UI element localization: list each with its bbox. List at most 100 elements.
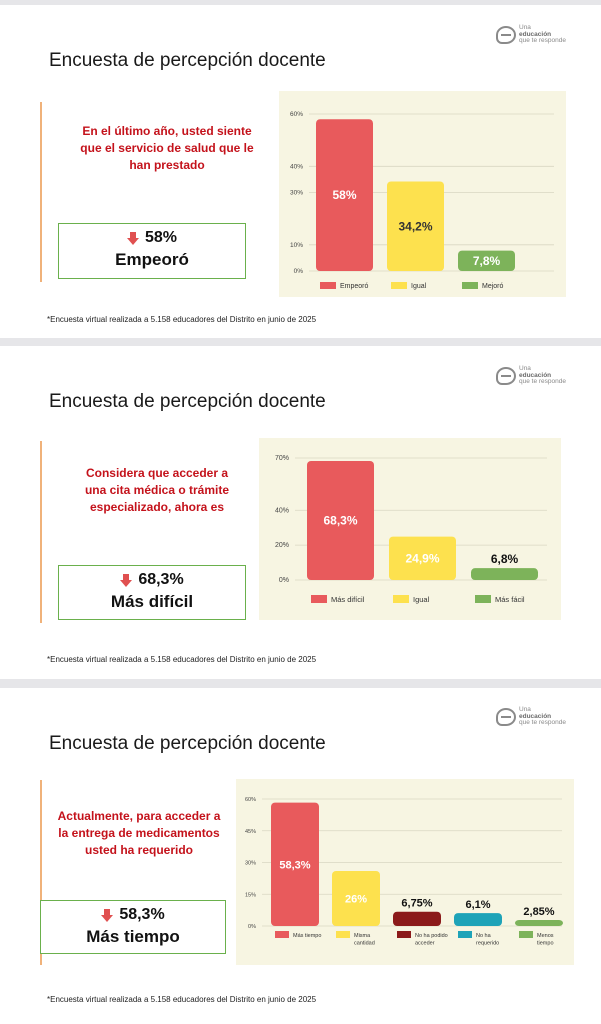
y-tick-label: 0% [279,577,289,584]
chart-svg: 60% 45% 30% 15% 0% 58,3% 26% 6,75% 6,1% 2,85% Más … [245,797,563,947]
bar-1 [387,181,444,271]
data-label-0: 68,3% [323,513,357,527]
y-tick-label: 30% [245,861,256,867]
bar-0 [271,802,319,926]
survey-question: Actualmente, para acceder a la entrega d… [57,809,221,857]
brand-logo: Una educación que te responde [496,365,566,386]
bar-4 [515,919,563,926]
bar-chart: 60% 40% 30% 10% 0% 58% 34,2% 7,8% Empeoró Igual Me… [279,91,566,297]
data-label-3: 6,1% [465,899,490,911]
result-percent: 68,3% [138,571,184,588]
logo-line3: que te responde [519,378,566,385]
bar-2 [471,568,538,580]
logo-e-icon [496,25,516,44]
y-tick-label: 20% [275,542,289,549]
y-tick-label: 60% [290,111,303,118]
slide-2: Una educación que te responde Encuesta de … [0,346,601,679]
slide-title: Encuesta de percepción docente [49,50,326,71]
y-tick-label: 70% [275,455,289,462]
legend-swatch-0 [311,595,327,603]
y-tick-label: 15% [245,892,256,898]
data-label-2: 6,8% [491,552,519,566]
logo-line1: Una [519,24,531,31]
logo-line2: educación [519,30,552,38]
accent-line [40,102,42,282]
legend-label-4: tiempo [537,941,554,947]
y-tick-label: 45% [245,829,256,835]
legend-label-2: No ha podido [415,933,448,939]
legend-label-2: Mejoró [482,283,504,290]
bar-0 [307,460,374,580]
y-tick-label: 40% [275,507,289,514]
legend-label-1: Misma [354,933,371,939]
bar-0 [316,119,373,271]
y-tick-label: 30% [290,190,303,197]
data-label-4: 2,85% [523,906,554,918]
legend-swatch-4 [519,931,533,938]
result-label: Empeoró [115,250,189,269]
logo-line1: Una [519,365,531,372]
footnote: *Encuesta virtual realizada a 5.158 educ… [47,995,317,1004]
legend-label-4: Menos [537,933,554,939]
y-tick-label: 60% [245,797,256,803]
bar-3 [454,913,502,926]
slide-3: Una educación que te responde Encuesta de … [0,688,601,1024]
legend-swatch-3 [458,931,472,938]
result-percent: 58% [144,229,178,246]
slide-title: Encuesta de percepción docente [49,391,326,412]
accent-line [40,780,42,965]
result-percent: 58,3% [119,906,165,923]
footnote: *Encuesta virtual realizada a 5.158 educ… [47,315,317,324]
logo-e-icon [496,707,516,726]
legend-swatch-2 [462,282,478,289]
arrow-down-icon [120,573,133,587]
bar-1 [389,536,456,580]
y-tick-label: 40% [290,163,303,170]
legend-label-3: No ha [476,933,492,939]
legend-label-1: cantidad [354,941,375,947]
legend-label-1: Igual [411,283,427,290]
legend-swatch-1 [336,931,350,938]
legend-label-0: Empeoró [340,283,369,290]
logo-line3: que te responde [519,719,566,726]
result-box: 58% Empeoró [58,223,246,279]
data-label-1: 34,2% [398,219,432,233]
bar-chart: 60% 45% 30% 15% 0% 58,3% 26% 6,75% 6,1% 2,85% Más … [236,779,574,965]
legend-swatch-0 [320,282,336,289]
logo-line2: educación [519,712,552,720]
survey-question: En el último año, usted siente que el se… [80,124,254,172]
y-tick-label: 10% [290,242,303,249]
slide-title: Encuesta de percepción docente [49,733,326,754]
arrow-down-icon [101,908,114,922]
arrow-down-icon [126,231,139,245]
survey-question: Considera que acceder a una cita médica … [84,466,230,514]
bar-2 [458,250,515,271]
legend-swatch-1 [391,282,407,289]
result-label: Más tiempo [86,927,180,946]
legend-label-0: Más tiempo [293,933,321,939]
data-label-2: 6,75% [401,898,432,910]
legend-label-0: Más difícil [331,595,365,604]
data-label-1: 26% [345,893,367,905]
legend-label-2: acceder [415,941,435,947]
data-label-1: 24,9% [405,551,439,565]
result-box: 68,3% Más difícil [58,565,246,620]
y-tick-label: 0% [294,268,304,275]
legend-swatch-0 [275,931,289,938]
chart-svg: 70% 40% 20% 0% 68,3% 24,9% 6,8% Más difícil Igua… [275,455,547,604]
y-tick-label: 0% [248,924,256,930]
logo-line3: que te responde [519,37,566,44]
bar-chart: 70% 40% 20% 0% 68,3% 24,9% 6,8% Más difícil Igua… [259,438,561,620]
legend-swatch-2 [475,595,491,603]
legend-swatch-2 [397,931,411,938]
bar-2 [393,911,441,926]
legend-label-2: Más fácil [495,595,525,604]
brand-logo: Una educación que te responde [496,24,566,45]
legend-label-1: Igual [413,595,430,604]
bar-1 [332,870,380,926]
accent-line [40,441,42,623]
legend-label-3: requerido [476,941,499,947]
logo-e-icon [496,366,516,385]
result-box: 58,3% Más tiempo [40,900,226,954]
legend-swatch-1 [393,595,409,603]
